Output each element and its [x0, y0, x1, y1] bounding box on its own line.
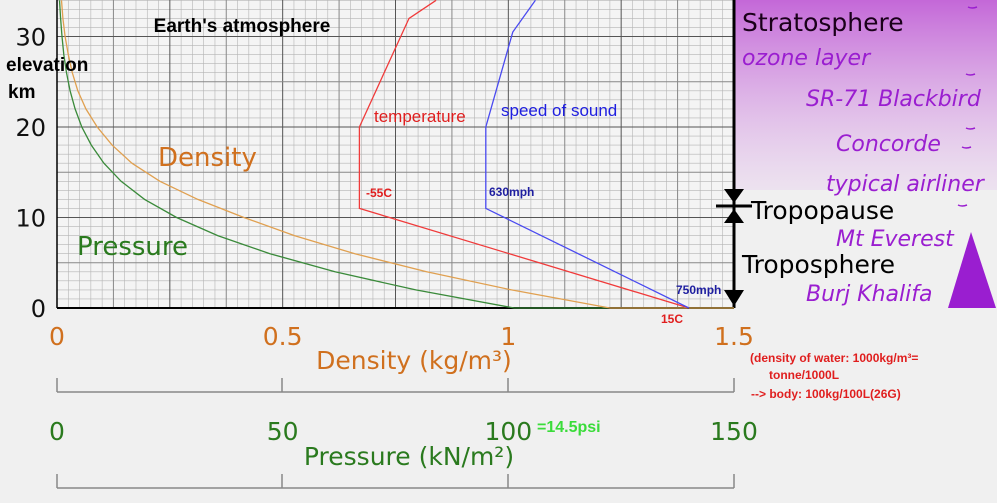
series-line-pressure — [58, 0, 734, 309]
series-layer — [58, 0, 734, 309]
mountain-icon — [948, 232, 996, 308]
airliner-label: typical airliner — [826, 172, 986, 197]
temp-ground-label: 15C — [661, 312, 683, 326]
water-note-line3: --> body: 100kg/100L(26G) — [751, 387, 901, 401]
density-axis-label: Density (kg/m³) — [316, 346, 512, 375]
burj-khalifa-label: Burj Khalifa — [806, 282, 933, 307]
stratosphere-label: Stratosphere — [742, 8, 904, 37]
density-tick-label: 1 — [500, 322, 516, 351]
y-axis-label-line1: elevation — [6, 55, 88, 76]
everest-label: Mt Everest — [836, 227, 955, 252]
tropopause-marker — [716, 189, 752, 306]
pressure-tick-labels: 0 50 100 150 — [49, 417, 758, 446]
density-tick-label: 1.5 — [714, 322, 754, 351]
temperature-series-label: temperature — [374, 107, 466, 126]
y-tick-label: 30 — [15, 24, 46, 52]
y-axis-label-line2: km — [8, 82, 35, 103]
chart-title: Earth's atmosphere — [154, 16, 331, 37]
stratosphere-band — [734, 0, 997, 190]
pressure-psi-note: =14.5psi — [537, 419, 601, 436]
density-series-label: Density — [158, 143, 257, 173]
troposphere-label: Troposphere — [741, 250, 895, 279]
series-line-density — [60, 0, 734, 309]
aircraft-icon — [965, 73, 976, 76]
pressure-axis-label: Pressure (kN/m²) — [304, 442, 514, 471]
aircraft-icon — [957, 204, 968, 207]
concorde-label: Concorde — [836, 132, 941, 157]
ozone-layer-label: ozone layer — [742, 46, 872, 71]
series-line-speed-of-sound — [485, 0, 690, 309]
aircraft-icon — [967, 6, 978, 9]
pressure-tick-label: 100 — [484, 417, 532, 446]
sr71-label: SR-71 Blackbird — [806, 87, 982, 112]
y-tick-labels: 0 10 20 30 — [15, 24, 46, 324]
aircraft-icons — [957, 6, 978, 207]
sound-ground-label: 750mph — [676, 283, 721, 297]
density-tick-label: 0.5 — [263, 322, 303, 351]
temp-min-label: -55C — [366, 186, 392, 200]
pressure-tick-label: 0 — [49, 417, 65, 446]
water-note-line1: (density of water: 1000kg/m³= — [750, 351, 918, 365]
pressure-tick-label: 150 — [710, 417, 758, 446]
density-tick-label: 0 — [49, 322, 65, 351]
aircraft-icon — [965, 127, 976, 130]
aircraft-icon — [961, 146, 972, 149]
speed-of-sound-series-label: speed of sound — [501, 101, 617, 120]
series-line-temperature — [358, 0, 690, 309]
y-tick-label: 20 — [15, 114, 46, 142]
pressure-tick-label: 50 — [267, 417, 299, 446]
tropopause-label: Tropopause — [750, 196, 894, 225]
sound-min-label: 630mph — [489, 185, 534, 199]
pressure-bracket — [56, 474, 735, 489]
water-note-line2: tonne/1000L — [769, 368, 839, 382]
y-tick-label: 10 — [15, 205, 46, 233]
y-tick-label: 0 — [31, 295, 46, 323]
density-bracket — [56, 378, 735, 393]
pressure-series-label: Pressure — [77, 232, 188, 262]
density-tick-labels: 0 0.5 1 1.5 — [49, 322, 754, 351]
